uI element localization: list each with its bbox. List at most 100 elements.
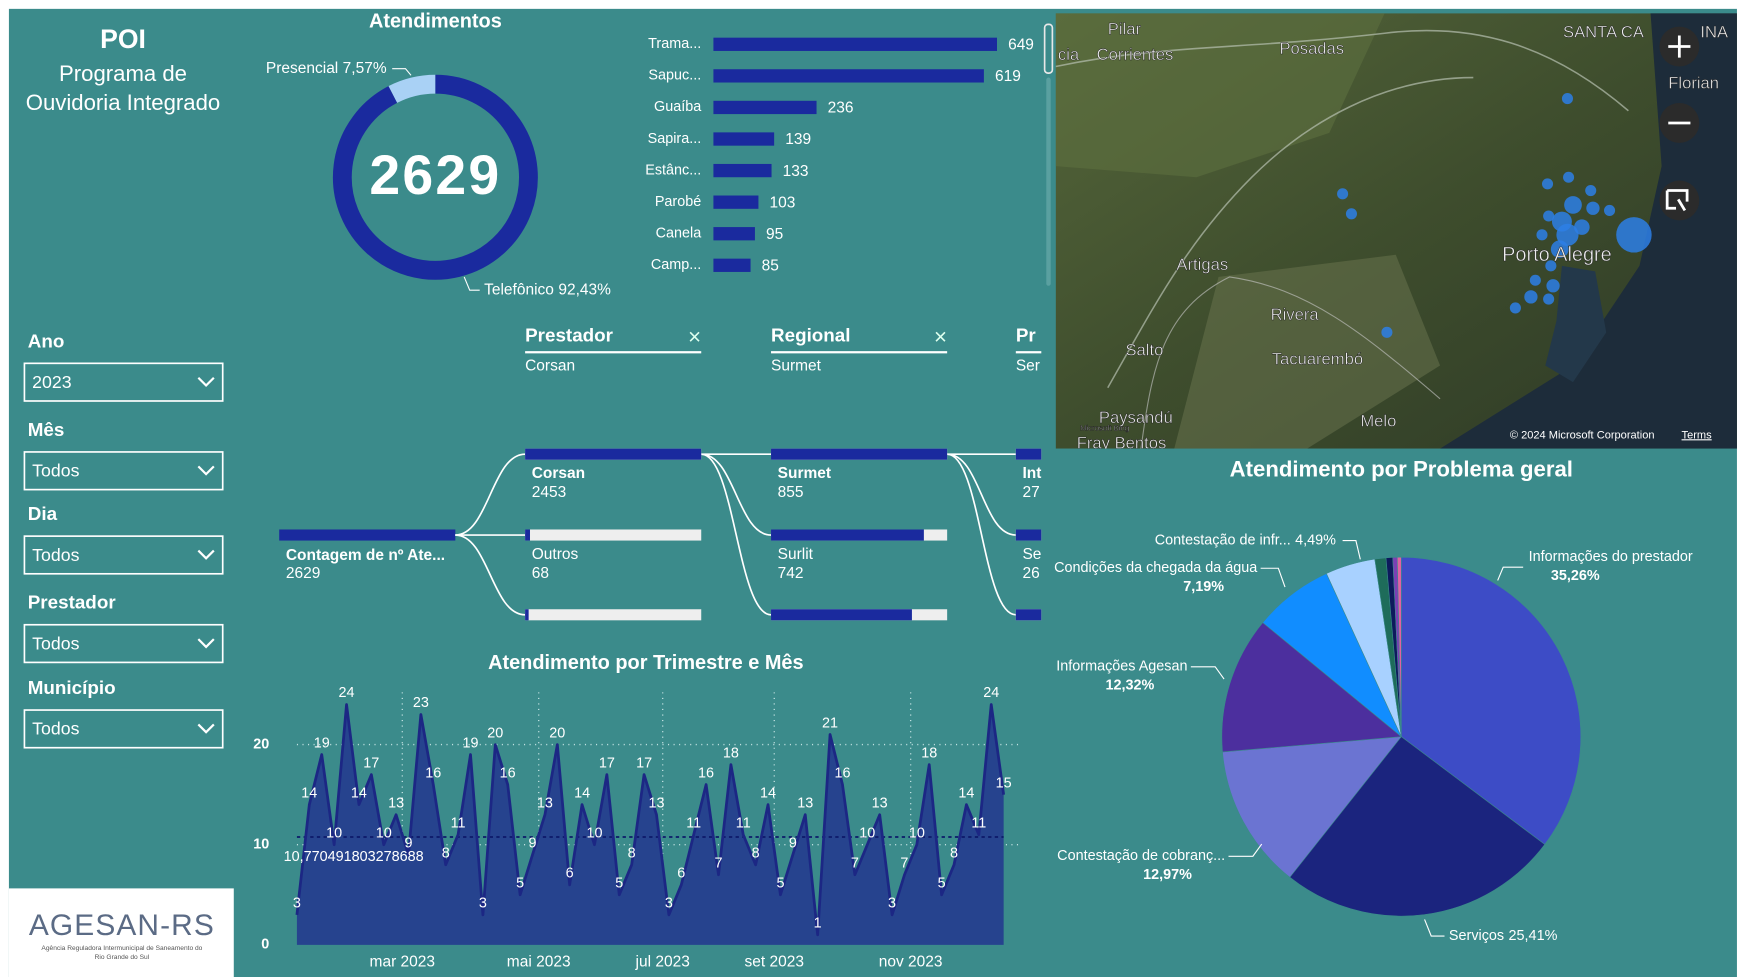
remove-icon[interactable] [935,331,946,342]
map-point[interactable] [1586,201,1600,215]
filter-dropdown[interactable]: Todos [23,709,224,749]
map-point[interactable] [1543,293,1555,305]
data-label: 20 [487,725,503,741]
scrollbar-track [1046,77,1051,286]
logo-name: AGESAN-RS [29,909,215,942]
data-label: 10 [909,825,925,841]
app-subtitle: Programa de [59,61,187,86]
scrollbar[interactable] [1043,23,1054,74]
area [296,704,1004,945]
filter-dropdown[interactable]: Todos [23,451,224,491]
map-point[interactable] [1550,240,1569,259]
remove-icon[interactable] [689,331,700,342]
map-label: Microsoft Bing [1080,424,1129,433]
map-point[interactable] [1585,184,1597,197]
decomposition-tree: Prestador Corsan Regional Surmet Pr Ser Contag… [279,325,1042,621]
node-bar-other [525,609,529,621]
connector [455,453,526,536]
leader-line [1342,540,1361,560]
data-label: 11 [971,815,986,831]
node-label: Contagem de nº Ate... [286,547,445,564]
filter-dropdown[interactable]: Todos [23,535,224,575]
y-tick-label: 20 [253,736,269,752]
data-label: 8 [950,845,958,861]
category-label: Sapuc... [648,68,701,84]
map-point[interactable] [1546,279,1560,293]
dropdown-chevron [197,723,215,734]
data-label: 17 [636,755,652,771]
bar [713,132,775,146]
dropdown-box[interactable] [23,362,224,402]
button-icon [1665,189,1689,212]
map-point[interactable] [1345,208,1357,220]
logo-tagline: Rio Grande do Sul [95,954,150,961]
map-point[interactable] [1381,326,1393,338]
map-point[interactable] [1574,219,1590,235]
category-label: Camp... [651,257,701,273]
map-point[interactable] [1541,178,1554,190]
node-bar [1015,448,1042,460]
map-label: Rivera [1271,305,1320,324]
category-label: Canela [656,226,702,242]
category-label: Parobé [655,194,701,210]
dropdown-box[interactable] [23,709,224,749]
data-label: 8 [442,845,450,861]
map-label: Melo [1360,411,1396,430]
map-point[interactable] [1337,188,1349,200]
map-label: Corrientes [1097,45,1174,64]
map-button[interactable] [1659,103,1700,143]
map-point[interactable] [1556,223,1579,246]
map-point[interactable] [1524,290,1538,304]
map-point[interactable] [1616,217,1652,253]
filter-dropdown[interactable]: Todos [23,623,224,664]
map-terms[interactable]: Terms [1682,429,1713,441]
node-bar [525,529,530,541]
data-label: 11 [686,815,701,831]
node-value: 26 [1022,565,1039,582]
connector [455,534,526,616]
donut-chart: Atendimentos 2629 7,57% Presencial Telefônic… [266,10,611,298]
dropdown-box[interactable] [23,451,224,491]
leader-line [1424,919,1445,937]
pie-value-label: 4,49% [1295,532,1336,548]
leader-line [1497,566,1524,581]
dropdown-value: Todos [32,545,79,565]
river [1055,29,1629,389]
filter-dropdown[interactable]: 2023 [23,362,224,402]
map-point[interactable] [1604,204,1616,217]
data-label: 18 [723,745,739,761]
dropdown-value: Todos [32,461,79,481]
data-label: 21 [822,715,838,731]
map-button[interactable] [1659,26,1700,67]
data-label: 14 [351,785,367,801]
data-label: 24 [983,685,999,701]
data-label: 6 [677,866,685,882]
node-label: Corsan [532,465,585,482]
map-button[interactable] [1659,180,1700,221]
map-label: Tacuarembó [1272,349,1363,368]
map-point[interactable] [1543,210,1555,222]
data-label: 10 [859,825,875,841]
data-label: 13 [537,795,553,811]
data-label: 3 [888,896,896,912]
map-point[interactable] [1509,302,1521,314]
dropdown-box[interactable] [23,623,224,664]
pie-slice [1289,736,1546,917]
map-point[interactable] [1561,93,1574,105]
pie-slice [1222,736,1402,878]
dropdown-box[interactable] [23,535,224,575]
dropdown-value: Todos [32,719,79,739]
map-point[interactable] [1536,229,1548,241]
map-point[interactable] [1564,196,1582,214]
map-label: Posadas [1279,39,1344,58]
bar [713,163,772,178]
map-point[interactable] [1545,260,1557,272]
map-point[interactable] [1563,171,1575,183]
map-point[interactable] [1529,274,1541,286]
leader-line [1260,567,1286,588]
data-label: 3 [479,896,487,912]
map-label: cia [1058,45,1080,64]
node-label: Outros [532,546,579,563]
map: Pilar cia Corrientes Posadas SANTA CA INA Flor… [1055,13,1737,449]
